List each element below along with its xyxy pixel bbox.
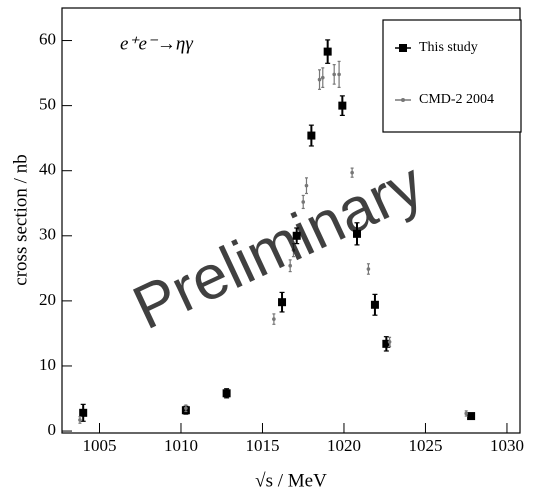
y-tick-label: 30 <box>39 225 56 244</box>
point <box>79 408 88 417</box>
point <box>382 339 391 348</box>
point <box>78 418 82 422</box>
legend-box <box>382 19 522 133</box>
point <box>301 200 306 204</box>
point <box>304 183 309 188</box>
point <box>291 248 296 252</box>
point <box>272 317 276 321</box>
x-tick-label: 1005 <box>82 436 116 455</box>
legend-label: CMD-2 2004 <box>419 92 494 107</box>
point <box>338 101 347 110</box>
y-tick-label: 50 <box>39 95 56 114</box>
point <box>350 170 354 175</box>
point <box>320 75 325 80</box>
y-axis-label: cross section / nb <box>10 154 31 285</box>
y-tick-label: 20 <box>39 290 56 309</box>
plot-frame <box>61 7 521 434</box>
point <box>353 229 362 238</box>
legend-marker <box>401 98 405 102</box>
point <box>332 72 336 77</box>
point <box>288 263 292 268</box>
point <box>370 300 379 309</box>
point <box>307 131 316 140</box>
point <box>184 406 188 411</box>
point <box>222 389 231 398</box>
watermark: Preliminary <box>123 149 433 343</box>
point <box>467 412 476 421</box>
x-tick-label: 1015 <box>245 436 279 455</box>
x-tick-label: 1020 <box>327 436 361 455</box>
point <box>292 231 301 240</box>
point <box>278 298 287 307</box>
legend-label: This study <box>419 40 478 55</box>
x-axis-label: √s / MeV <box>255 470 327 491</box>
point <box>464 411 469 416</box>
y-tick-label: 10 <box>39 355 56 374</box>
x-tick-label: 1030 <box>490 436 524 455</box>
annotation: e⁺e⁻→ηγ <box>120 33 193 54</box>
point <box>337 72 341 77</box>
point <box>366 267 371 271</box>
y-tick-label: 0 <box>48 420 57 439</box>
y-tick-label: 40 <box>39 160 56 179</box>
y-tick-label: 60 <box>39 29 56 48</box>
marks <box>78 39 476 424</box>
point <box>317 77 322 82</box>
point <box>323 47 332 56</box>
legend-marker <box>399 44 407 52</box>
x-tick-label: 1025 <box>408 436 442 455</box>
point <box>387 340 392 344</box>
x-tick-label: 1010 <box>164 436 198 455</box>
